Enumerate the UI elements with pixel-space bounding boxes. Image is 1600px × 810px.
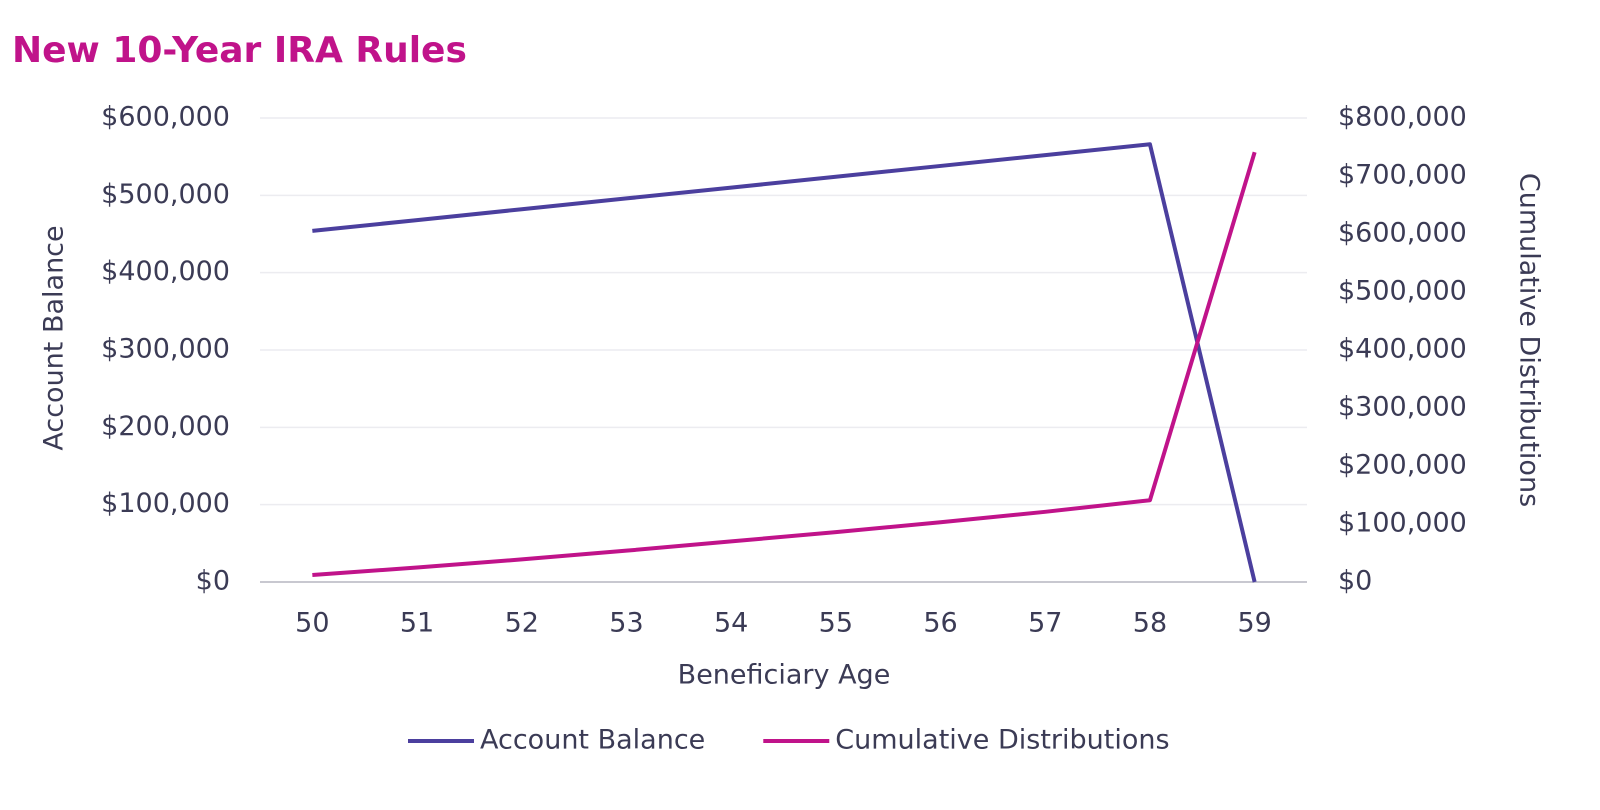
y-tick-label: $300,000 bbox=[101, 334, 230, 365]
y2-tick-label: $800,000 bbox=[1338, 102, 1467, 133]
y2-tick-label: $700,000 bbox=[1338, 160, 1467, 191]
y-tick-label: $500,000 bbox=[101, 179, 230, 210]
x-tick-label: 54 bbox=[714, 608, 748, 639]
y-axis-title: Account Balance bbox=[39, 225, 70, 450]
x-tick-label: 52 bbox=[505, 608, 539, 639]
x-tick-label: 59 bbox=[1237, 608, 1271, 639]
y2-tick-label: $400,000 bbox=[1338, 334, 1467, 365]
y2-axis-title: Cumulative Distributions bbox=[1514, 173, 1545, 507]
y2-tick-label: $0 bbox=[1338, 566, 1372, 597]
series-line bbox=[312, 142, 1257, 583]
legend-label: Cumulative Distributions bbox=[835, 725, 1169, 756]
y-tick-label: $100,000 bbox=[101, 488, 230, 519]
x-tick-label: 58 bbox=[1133, 608, 1167, 639]
y-tick-label: $400,000 bbox=[101, 256, 230, 287]
y-tick-label: $600,000 bbox=[101, 102, 230, 133]
x-axis-title: Beneficiary Age bbox=[678, 660, 891, 691]
y2-tick-label: $200,000 bbox=[1338, 450, 1467, 481]
x-tick-label: 56 bbox=[923, 608, 957, 639]
x-tick-label: 53 bbox=[609, 608, 643, 639]
y2-tick-label: $300,000 bbox=[1338, 392, 1467, 423]
chart-title: New 10-Year IRA Rules bbox=[12, 30, 467, 71]
y-tick-label: $200,000 bbox=[101, 411, 230, 442]
x-tick-label: 51 bbox=[400, 608, 434, 639]
x-tick-label: 50 bbox=[295, 608, 329, 639]
y2-tick-label: $500,000 bbox=[1338, 276, 1467, 307]
legend-label: Account Balance bbox=[480, 725, 705, 756]
x-tick-label: 57 bbox=[1028, 608, 1062, 639]
y2-tick-label: $100,000 bbox=[1338, 508, 1467, 539]
series-line bbox=[312, 151, 1257, 578]
y-tick-label: $0 bbox=[196, 566, 230, 597]
x-tick-label: 55 bbox=[819, 608, 853, 639]
y2-tick-label: $600,000 bbox=[1338, 218, 1467, 249]
